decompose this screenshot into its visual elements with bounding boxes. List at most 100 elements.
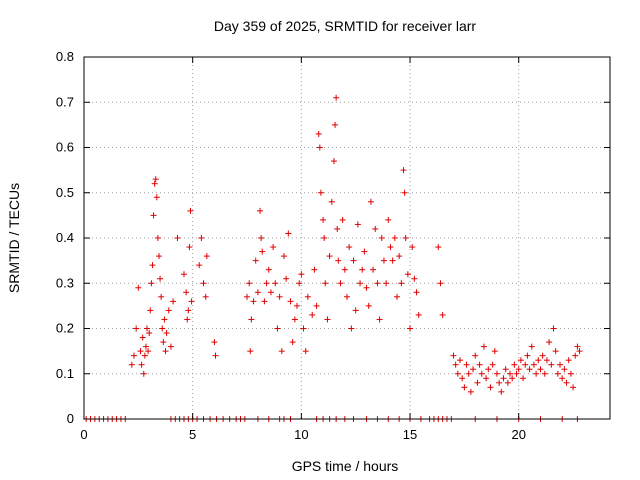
data-point <box>137 348 144 355</box>
data-point <box>160 339 167 346</box>
data-point <box>202 293 209 300</box>
data-point <box>142 343 149 350</box>
data-point <box>130 352 137 359</box>
data-point <box>359 266 366 273</box>
data-point <box>300 325 307 332</box>
data-point <box>567 370 574 377</box>
data-point <box>354 221 361 228</box>
data-point <box>188 298 195 305</box>
data-point <box>530 361 537 368</box>
data-point <box>480 343 487 350</box>
data-point <box>154 235 161 241</box>
data-point <box>165 307 172 314</box>
data-point <box>450 352 457 359</box>
data-point <box>278 348 285 355</box>
data-point <box>546 339 553 346</box>
data-point <box>186 244 193 251</box>
data-point <box>135 284 142 291</box>
data-point <box>409 244 416 251</box>
data-point <box>250 298 257 305</box>
data-point <box>401 189 408 196</box>
data-point <box>576 348 583 355</box>
data-point <box>400 167 407 174</box>
data-point <box>246 280 253 287</box>
data-point <box>346 244 353 251</box>
data-point <box>559 375 566 382</box>
data-point <box>452 361 459 368</box>
data-point <box>491 348 498 355</box>
data-point <box>344 293 350 300</box>
data-point <box>459 375 466 382</box>
data-point <box>248 316 255 323</box>
data-point <box>378 235 385 241</box>
data-point <box>435 244 442 251</box>
data-point <box>289 339 296 346</box>
data-point <box>311 266 318 273</box>
data-point <box>309 311 316 318</box>
data-point <box>361 248 368 255</box>
data-point <box>407 325 414 332</box>
data-point <box>196 262 203 269</box>
data-point <box>170 298 177 305</box>
data-point <box>570 384 577 391</box>
data-point <box>363 284 370 291</box>
data-point <box>467 388 474 395</box>
data-point <box>457 357 464 364</box>
data-point <box>465 370 472 377</box>
data-point <box>528 343 535 350</box>
data-point <box>391 235 398 241</box>
data-point <box>321 235 328 241</box>
data-point <box>254 289 261 296</box>
data-point <box>133 325 140 332</box>
axis-ticks: 0 0.1 0.2 0.3 0.4 0.5 0.6 0.7 0.8 0 5 10 15 20 <box>56 49 610 442</box>
data-point <box>461 384 468 391</box>
data-point <box>489 361 496 368</box>
data-point <box>267 289 274 296</box>
data-point <box>162 348 169 355</box>
data-point <box>357 280 364 287</box>
data-point <box>167 343 174 350</box>
data-point <box>150 212 157 219</box>
y-tick-label: 0.5 <box>56 185 74 200</box>
data-point <box>522 361 529 368</box>
data-point <box>326 253 333 260</box>
data-point <box>146 330 153 337</box>
data-point <box>140 370 147 377</box>
data-point <box>337 280 344 287</box>
data-point <box>493 370 500 377</box>
data-point <box>385 216 392 223</box>
y-tick-label: 0.4 <box>56 230 74 245</box>
data-point <box>541 370 548 377</box>
y-tick-label: 0.6 <box>56 140 74 155</box>
data-point <box>313 302 320 309</box>
data-point <box>557 361 564 368</box>
x-tick-label: 0 <box>80 427 87 442</box>
data-point <box>285 230 292 237</box>
data-point <box>533 370 540 377</box>
data-point <box>487 384 494 391</box>
data-point <box>270 244 277 251</box>
y-tick-label: 0.2 <box>56 321 74 336</box>
data-point <box>198 235 205 241</box>
x-tick-label: 20 <box>511 427 525 442</box>
data-point <box>296 280 303 287</box>
data-point <box>350 257 357 264</box>
data-point <box>158 293 165 300</box>
data-point <box>200 280 207 287</box>
data-point <box>159 325 166 332</box>
data-point <box>500 375 507 382</box>
data-point <box>261 298 268 305</box>
data-point <box>437 280 444 287</box>
data-point <box>265 266 272 273</box>
data-point <box>341 266 348 273</box>
data-point <box>148 280 155 287</box>
data-point <box>511 361 518 368</box>
data-point <box>153 194 160 201</box>
data-point <box>185 307 192 314</box>
data-point <box>563 379 570 386</box>
data-point <box>149 262 156 269</box>
data-point <box>389 257 396 264</box>
data-point <box>141 352 148 359</box>
data-point <box>548 361 555 368</box>
data-point <box>380 257 387 264</box>
